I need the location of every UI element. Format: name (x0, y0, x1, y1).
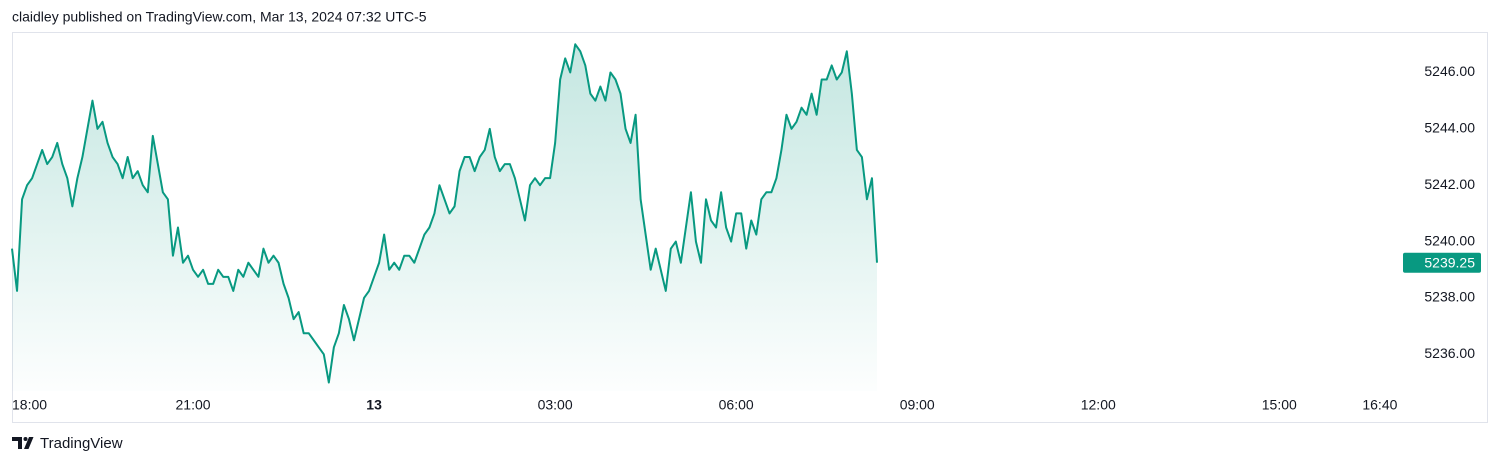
brand-logo (12, 437, 34, 449)
y-tick-label: 5240.00 (1424, 232, 1475, 248)
x-tick-label: 09:00 (900, 397, 935, 413)
brand-name: TradingView (40, 435, 123, 452)
chart-frame (12, 32, 1488, 423)
y-tick-label: 5236.00 (1424, 345, 1475, 361)
last-price-label: 5239.25 (1424, 254, 1475, 270)
area (12, 44, 877, 391)
x-tick-label: 03:00 (538, 397, 573, 413)
x-tick-label: 15:00 (1262, 397, 1297, 413)
price-line (11, 43, 878, 384)
last-price-box (1403, 252, 1481, 273)
chart-title: claidley published on TradingView.com, M… (12, 9, 427, 25)
y-tick-label: 5244.00 (1424, 120, 1475, 136)
x-tick-label: 16:40 (1362, 397, 1397, 413)
x-tick-label: 21:00 (176, 397, 211, 413)
x-tick-label: 13 (366, 397, 382, 413)
y-tick-label: 5242.00 (1424, 176, 1475, 192)
y-tick-label: 5238.00 (1424, 289, 1475, 305)
plot: 5236.00 5238.00 5240.00 5242.00 5244.00 5246.… (11, 43, 1481, 413)
y-tick-label: 5246.00 (1424, 63, 1475, 79)
x-tick-label: 06:00 (719, 397, 754, 413)
x-tick-label: 18:00 (12, 397, 47, 413)
x-tick-label: 12:00 (1081, 397, 1116, 413)
